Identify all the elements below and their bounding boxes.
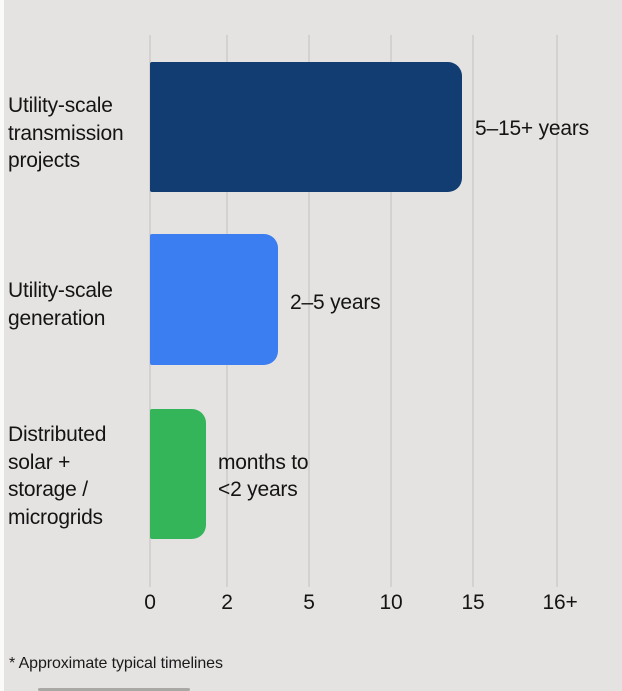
value-label-0: 5–15+ years: [475, 117, 589, 140]
gridline-10: [390, 35, 392, 587]
bar-1: [150, 234, 278, 365]
x-tick-label-16+: 16+: [542, 591, 578, 614]
x-tick-label-10: 10: [379, 591, 403, 614]
x-tick-label-0: 0: [144, 591, 156, 614]
x-tick-label-2: 2: [221, 591, 233, 614]
footnote: * Approximate typical timelines: [9, 655, 223, 672]
bar-2: [150, 409, 206, 539]
category-label-2: Distributed solar + storage / microgrids: [8, 423, 107, 529]
category-label-0: Utility-scale transmission projects: [8, 94, 124, 172]
value-label-2: months to <2 years: [218, 451, 309, 501]
left-edge-strip: [0, 0, 4, 691]
value-label-1: 2–5 years: [290, 291, 381, 314]
gridline-5: [308, 35, 310, 587]
category-label-1: Utility-scale generation: [8, 279, 113, 330]
gridline-15: [472, 35, 474, 587]
x-tick-label-15: 15: [461, 591, 485, 614]
cropped-text-artifact: [38, 688, 190, 691]
bar-0: [150, 62, 462, 192]
x-tick-label-5: 5: [303, 591, 315, 614]
gridline-16+: [556, 35, 558, 587]
